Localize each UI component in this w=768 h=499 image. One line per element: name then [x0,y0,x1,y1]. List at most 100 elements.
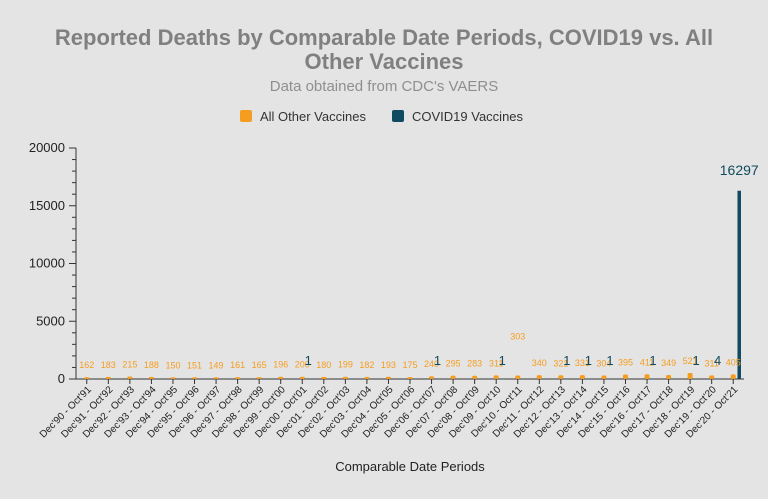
data-label-other-vaccines: 311 [489,358,503,368]
data-label-other-vaccines: 304 [596,358,611,368]
bar-other-vaccines [644,374,650,379]
data-label-other-vaccines: 405 [726,357,741,367]
data-label-covid19-vaccines: 1 [693,353,700,368]
bar-other-vaccines [364,376,370,379]
data-label-other-vaccines: 175 [402,360,417,370]
legend-label-covid19-vaccines: COVID19 Vaccines [412,109,524,124]
data-label-other-vaccines: 188 [144,360,159,370]
bar-other-vaccines [687,372,693,379]
data-label-other-vaccines: 161 [230,360,245,370]
bar-covid19-vaccines [608,378,612,380]
bar-other-vaccines [170,377,176,379]
chart-title-line-1: Reported Deaths by Comparable Date Perio… [55,25,713,50]
bar-covid19-vaccines [694,378,698,380]
bar-other-vaccines [105,376,111,379]
bar-covid19-vaccines [586,378,591,380]
bar-covid19-vaccines [500,378,504,380]
data-label-other-vaccines: 183 [101,360,116,370]
bar-other-vaccines [385,376,391,379]
bar-covid19-vaccines [565,378,569,380]
data-label-other-vaccines: 283 [467,359,482,369]
bar-other-vaccines [622,374,628,379]
legend-swatch-other-vaccines [240,110,252,122]
bar-covid19-vaccines [306,378,311,380]
data-label-other-vaccines: 240 [424,359,439,369]
data-label-other-vaccines: 295 [446,359,461,369]
data-label-other-vaccines: 196 [273,360,288,370]
bar-other-vaccines [472,375,478,379]
data-label-covid19-vaccines: 1 [649,353,656,368]
data-label-other-vaccines: 199 [338,360,353,370]
data-label-other-vaccines: 411 [640,357,654,367]
data-label-other-vaccines: 150 [165,360,180,370]
bar-other-vaccines [148,376,154,379]
data-label-other-vaccines: 151 [187,360,202,370]
bar-other-vaccines [515,375,521,379]
bar-other-vaccines [429,376,435,379]
bar-other-vaccines [558,375,564,379]
bar-other-vaccines [84,377,90,379]
bars [84,190,741,380]
bar-other-vaccines [579,375,585,379]
data-label-covid19-vaccines: 1 [305,353,312,368]
data-label-other-vaccines: 182 [359,360,374,370]
bar-covid19-vaccines [435,378,440,380]
data-label-covid19-vaccines: 1 [499,353,506,368]
data-label-other-vaccines: 200 [295,360,310,370]
bar-other-vaccines [493,375,499,379]
data-label-covid19-vaccines: 4 [714,353,721,368]
bar-other-vaccines [666,374,672,379]
bar-other-vaccines [192,377,198,379]
data-label-other-vaccines: 165 [252,360,267,370]
data-label-covid19-vaccines: 1 [585,353,592,368]
data-label-other-vaccines: 149 [209,360,224,370]
data-label-other-vaccines: 321 [553,358,568,368]
bar-other-vaccines [213,377,219,379]
data-label-other-vaccines: 193 [381,360,396,370]
bar-other-vaccines [342,376,348,379]
data-label-covid19-vaccines: 1 [606,353,613,368]
bar-covid19-vaccines [737,190,741,379]
bar-other-vaccines [127,376,133,379]
data-label-other-vaccines: 180 [316,360,331,370]
bar-other-vaccines [536,375,542,379]
data-label-other-vaccines: 349 [661,358,676,368]
y-tick-label: 5000 [36,313,65,328]
chart-title-line-2: Other Vaccines [305,49,464,74]
y-tick-label: 0 [58,371,65,386]
data-label-covid19-vaccines: 1 [563,353,570,368]
data-labels: 162 183 215 188 150 151 149 161 165 196 200 180 199 1… [79,162,759,371]
data-label-other-vaccines: 303 [510,332,525,342]
bar-covid19-vaccines [651,378,655,380]
data-label-other-vaccines: 395 [618,357,633,367]
y-tick-label: 20000 [29,140,65,155]
data-label-other-vaccines: 215 [122,360,137,370]
data-label-covid19-vaccines: 16297 [720,162,759,178]
data-label-other-vaccines: 340 [532,358,547,368]
y-tick-label: 15000 [29,198,65,213]
data-label-other-vaccines: 331 [575,358,590,368]
bar-other-vaccines [321,376,327,379]
bar-other-vaccines [256,377,262,379]
data-label-other-vaccines: 521 [683,356,698,366]
y-tick-label: 10000 [29,256,65,271]
legend-label-other-vaccines: All Other Vaccines [260,109,366,124]
bar-other-vaccines [407,376,413,379]
data-label-covid19-vaccines: 1 [434,353,441,368]
bar-other-vaccines [278,376,284,379]
data-label-other-vaccines: 162 [79,360,94,370]
legend-swatch-covid19-vaccines [392,110,404,122]
bar-other-vaccines [730,374,736,379]
bar-other-vaccines [709,375,715,379]
legend: All Other Vaccines COVID19 Vaccines [240,109,524,124]
data-label-other-vaccines: 311 [704,358,718,368]
bar-other-vaccines [235,377,241,379]
x-axis-title: Comparable Date Periods [335,459,485,474]
bar-other-vaccines [299,376,305,379]
bar-other-vaccines [450,375,456,379]
y-axis: 20000 15000 10000 5000 0 [29,140,744,386]
bar-other-vaccines [601,375,607,379]
